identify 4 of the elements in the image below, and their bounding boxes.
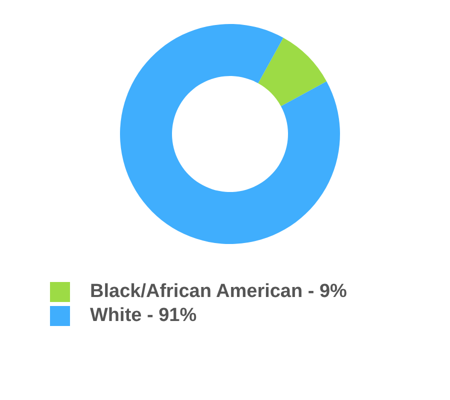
legend-label: Black/African American - 9%: [90, 281, 347, 303]
legend-label: White - 91%: [90, 305, 197, 327]
donut-slice: [120, 24, 340, 244]
donut-slice: [258, 38, 327, 106]
